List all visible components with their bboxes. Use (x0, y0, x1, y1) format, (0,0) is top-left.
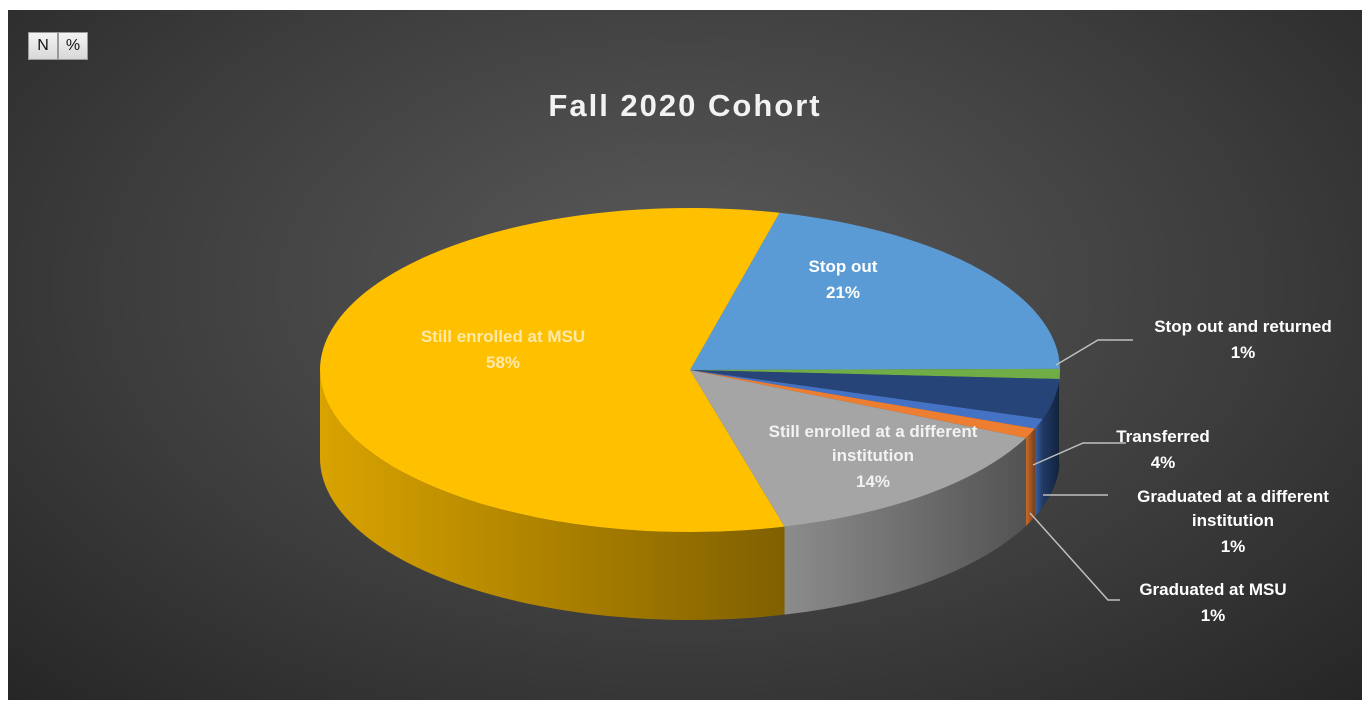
chart-title: Fall 2020 Cohort (548, 88, 822, 123)
slice (690, 368, 1060, 380)
leader-line (1055, 339, 1133, 366)
value-label: 1% (1220, 537, 1246, 556)
slice-label: Graduated at a different institution (1137, 487, 1329, 530)
slice (690, 370, 1026, 527)
value-label: 1% (1200, 606, 1226, 625)
slice-side (1059, 370, 1060, 468)
leader-line (1029, 512, 1120, 601)
percent-button[interactable]: % (58, 32, 88, 60)
chart: N % Fall 2020 Cohort Stop out 21% Stop out… (8, 10, 1362, 700)
slice (690, 212, 1060, 370)
value-label: 21% (825, 283, 861, 302)
slice-label: Transferred (1116, 427, 1210, 446)
value-label: 14% (855, 472, 891, 491)
slice-label: Still enrolled at a different institutio… (768, 422, 978, 465)
slice (690, 370, 1043, 429)
slice-side (784, 437, 1026, 615)
slice-side (320, 370, 785, 620)
leader-line (1032, 442, 1126, 466)
pie-plot (319, 207, 1133, 620)
slice (690, 370, 1035, 438)
slice-label: Stop out and returned (1154, 317, 1332, 336)
slice-side (1042, 379, 1060, 507)
slice-label: Graduated at MSU (1139, 580, 1287, 599)
value-label: 4% (1150, 453, 1176, 472)
slice-label: Still enrolled at MSU (420, 327, 586, 346)
n-button[interactable]: N (28, 32, 58, 60)
slice-side (1025, 428, 1035, 526)
value-label: 58% (485, 353, 521, 372)
slice (690, 370, 1060, 419)
value-label: 1% (1230, 343, 1256, 362)
slice-side (1034, 418, 1043, 517)
slice-label: Stop out (808, 257, 878, 276)
slice (319, 207, 785, 532)
